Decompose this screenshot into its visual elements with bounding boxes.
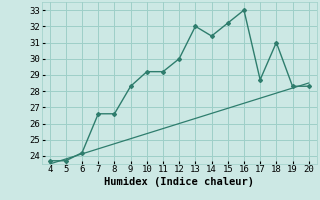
X-axis label: Humidex (Indice chaleur): Humidex (Indice chaleur)	[104, 177, 254, 187]
